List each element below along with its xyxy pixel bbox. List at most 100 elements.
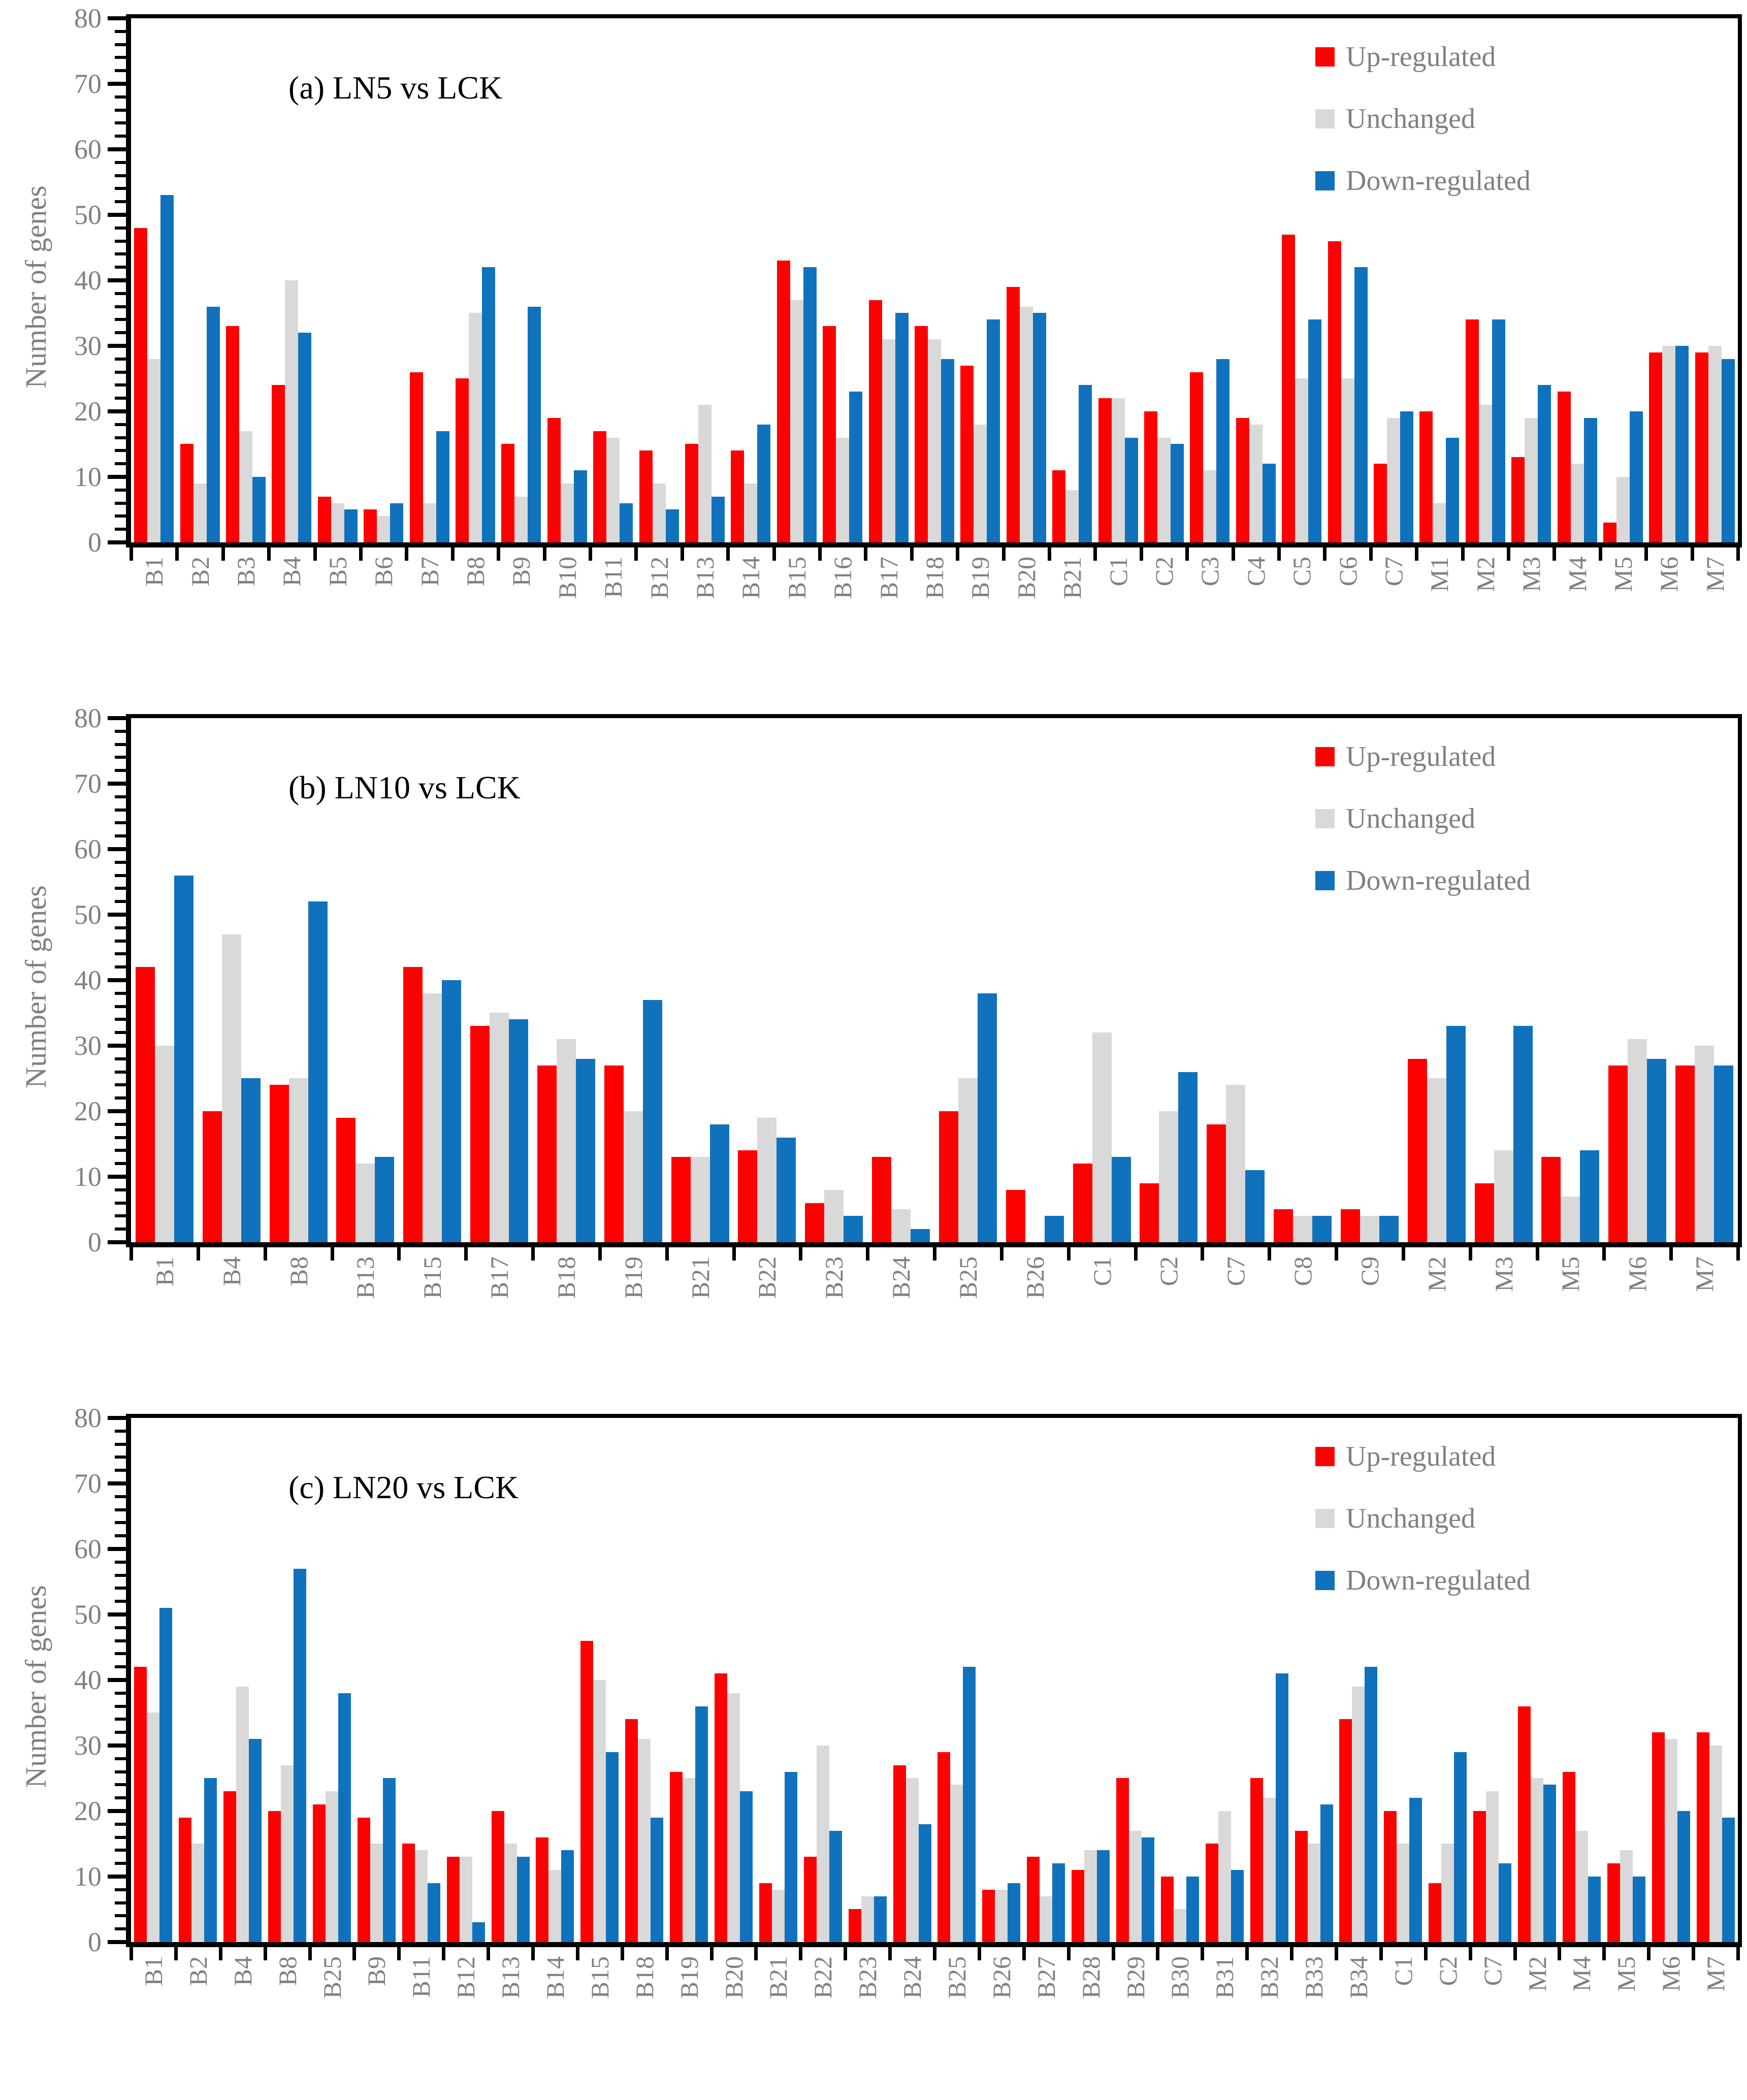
y-minor-tick bbox=[115, 1534, 126, 1538]
y-minor-tick bbox=[115, 121, 126, 125]
bar-unchanged bbox=[653, 483, 666, 542]
y-minor-tick bbox=[115, 1495, 126, 1498]
x-category-label: B4 bbox=[217, 1256, 246, 1286]
x-category-label: B8 bbox=[284, 1256, 313, 1286]
bar-unchanged bbox=[1575, 1831, 1588, 1942]
y-major-tick bbox=[108, 913, 126, 917]
x-category-label: B3 bbox=[232, 557, 260, 587]
x-category-label: B22 bbox=[753, 1256, 782, 1299]
x-category-label: C8 bbox=[1288, 1256, 1317, 1286]
bar-up-regulated bbox=[804, 1857, 817, 1942]
bar-up-regulated bbox=[501, 444, 514, 542]
bar-unchanged bbox=[191, 1844, 204, 1942]
bar-down-regulated bbox=[1675, 346, 1689, 542]
bar-unchanged bbox=[561, 483, 574, 542]
y-tick-label: 60 bbox=[74, 134, 102, 165]
bar-unchanged bbox=[548, 1870, 561, 1942]
legend-label: Unchanged bbox=[1346, 1503, 1476, 1534]
y-minor-tick bbox=[115, 252, 126, 256]
bar-unchanged bbox=[222, 934, 241, 1242]
bar-down-regulated bbox=[1354, 267, 1368, 542]
x-tick bbox=[1461, 547, 1465, 561]
x-tick bbox=[709, 1947, 714, 1960]
y-major-tick bbox=[108, 409, 126, 413]
y-minor-tick bbox=[115, 900, 126, 903]
x-tick bbox=[330, 1247, 334, 1261]
x-tick bbox=[1048, 547, 1051, 561]
y-minor-tick bbox=[115, 135, 126, 138]
x-tick bbox=[1647, 1947, 1651, 1960]
y-minor-tick bbox=[115, 1704, 126, 1708]
bar-up-regulated bbox=[1695, 352, 1708, 542]
bar-up-regulated bbox=[1511, 457, 1525, 542]
x-category-label: B18 bbox=[920, 557, 949, 599]
y-major-tick bbox=[108, 1547, 126, 1551]
bar-down-regulated bbox=[298, 333, 311, 542]
bar-down-regulated bbox=[1142, 1837, 1154, 1942]
bar-unchanged bbox=[1665, 1739, 1677, 1942]
y-minor-tick bbox=[115, 69, 126, 73]
y-minor-tick bbox=[115, 1005, 126, 1008]
bar-up-regulated bbox=[937, 1752, 950, 1942]
y-minor-tick bbox=[115, 1718, 126, 1721]
y-minor-tick bbox=[115, 462, 126, 466]
x-category-label: B10 bbox=[553, 557, 581, 599]
y-minor-tick bbox=[115, 1888, 126, 1891]
bar-up-regulated bbox=[639, 450, 653, 542]
x-tick bbox=[308, 1947, 312, 1960]
x-tick bbox=[1201, 1247, 1205, 1261]
x-category-label: B28 bbox=[1076, 1956, 1105, 1999]
x-category-label: B15 bbox=[418, 1256, 447, 1299]
x-tick bbox=[450, 547, 455, 561]
x-category-label: B17 bbox=[874, 557, 903, 599]
y-major-tick bbox=[108, 1875, 126, 1879]
x-tick bbox=[933, 1947, 936, 1960]
panel-c: Number of genes (c) LN20 vs LCK 0 10 20 30 4… bbox=[0, 1400, 1747, 2099]
bar-down-regulated bbox=[252, 477, 266, 542]
bar-unchanged bbox=[1020, 307, 1033, 542]
legend-swatch-down-regulated bbox=[1315, 871, 1335, 890]
x-tick bbox=[732, 1247, 736, 1261]
y-tick-label: 0 bbox=[88, 527, 102, 558]
bar-up-regulated bbox=[1466, 319, 1479, 542]
bar-up-regulated bbox=[671, 1157, 691, 1242]
x-category-label: B27 bbox=[1031, 1956, 1060, 1999]
bar-up-regulated bbox=[960, 366, 974, 542]
bar-unchanged bbox=[861, 1896, 874, 1942]
x-tick bbox=[1507, 547, 1510, 561]
x-tick bbox=[487, 1947, 491, 1960]
legend-label: Down-regulated bbox=[1346, 865, 1531, 896]
x-tick bbox=[1335, 1947, 1338, 1960]
x-category-label: B25 bbox=[953, 1256, 982, 1299]
bar-up-regulated bbox=[403, 967, 423, 1242]
bar-up-regulated bbox=[336, 1118, 355, 1242]
bar-down-regulated bbox=[1588, 1877, 1601, 1942]
x-category-label: B14 bbox=[540, 1956, 569, 1999]
legend-entry: Unchanged bbox=[1315, 1502, 1475, 1535]
y-tick-label: 20 bbox=[74, 1796, 102, 1826]
bar-unchanged bbox=[281, 1765, 294, 1942]
x-category-label: B21 bbox=[686, 1256, 715, 1299]
x-category-label: B24 bbox=[887, 1256, 916, 1299]
x-category-label: C7 bbox=[1478, 1956, 1507, 1986]
y-minor-tick bbox=[115, 95, 126, 99]
legend-swatch-down-regulated bbox=[1315, 1571, 1335, 1590]
bar-up-regulated bbox=[410, 372, 423, 542]
bar-up-regulated bbox=[593, 431, 606, 542]
x-category-label: B22 bbox=[808, 1956, 837, 1999]
bar-up-regulated bbox=[1541, 1157, 1561, 1242]
bars-layer bbox=[131, 1418, 1738, 1942]
y-tick-label: 40 bbox=[74, 265, 102, 296]
x-tick bbox=[1335, 1247, 1338, 1261]
x-category-label: C6 bbox=[1333, 557, 1362, 587]
bar-unchanged bbox=[1561, 1197, 1580, 1242]
y-minor-tick bbox=[115, 449, 126, 453]
y-minor-tick bbox=[115, 834, 126, 838]
bar-down-regulated bbox=[390, 503, 403, 542]
bar-down-regulated bbox=[1276, 1673, 1288, 1942]
y-minor-tick bbox=[115, 1770, 126, 1773]
y-major-tick bbox=[108, 782, 126, 786]
legend-swatch-unchanged bbox=[1315, 109, 1335, 128]
bar-up-regulated bbox=[805, 1203, 824, 1242]
bar-down-regulated bbox=[844, 1216, 863, 1242]
